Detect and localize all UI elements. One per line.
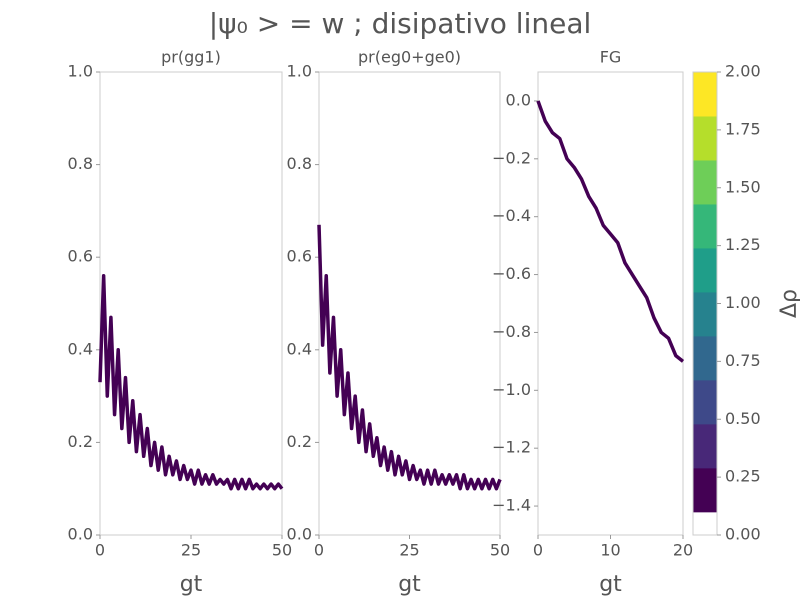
y-tick-label: 1.0: [287, 62, 312, 81]
colorbar-tick-label: 1.75: [725, 119, 761, 138]
x-tick-label: 20: [673, 541, 693, 560]
y-tick-label: 0.0: [68, 525, 93, 544]
colorbar-tick-label: 1.25: [725, 235, 761, 254]
x-tick-label: 0: [314, 541, 324, 560]
subplot-title: pr(gg1): [161, 48, 221, 67]
y-tick-label: −0.2: [492, 148, 531, 167]
x-axis-label: gt: [599, 572, 622, 597]
y-tick-label: −1.0: [492, 380, 531, 399]
colorbar-tick-label: 0.75: [725, 351, 761, 370]
subplot-title: FG: [600, 48, 622, 67]
y-tick-label: −0.8: [492, 322, 531, 341]
line-series: [317, 224, 502, 491]
colorbar-tick-label: 0.50: [725, 409, 761, 428]
color-band: [693, 247, 717, 293]
y-tick-label: 1.0: [68, 62, 93, 81]
colorbar-tick-label: 1.50: [725, 177, 761, 196]
x-tick-label: 25: [181, 541, 201, 560]
x-tick-label: 10: [600, 541, 620, 560]
y-tick-label: −0.6: [492, 264, 531, 283]
y-tick-label: 0.8: [287, 154, 312, 173]
color-band: [693, 159, 717, 205]
y-tick-label: 0.6: [68, 247, 93, 266]
figure-title: |ψ₀ > = w ; disipativo lineal: [209, 7, 592, 40]
colorbar-label: Δρ: [777, 289, 800, 318]
x-tick-label: 25: [399, 541, 419, 560]
colorbar-tick-label: 1.00: [725, 293, 761, 312]
x-axis-label: gt: [180, 572, 203, 597]
colorbar-tick-label: 2.00: [725, 62, 761, 81]
color-band: [693, 467, 717, 513]
y-tick-label: −1.2: [492, 438, 531, 457]
y-tick-label: 0.4: [68, 339, 93, 358]
y-tick-label: 0.0: [506, 90, 531, 109]
y-tick-label: 0.4: [287, 339, 312, 358]
x-axis-label: gt: [398, 572, 421, 597]
y-tick-label: 0.8: [68, 154, 93, 173]
y-tick-label: 0.6: [287, 247, 312, 266]
plot-frame: [99, 71, 283, 536]
x-tick-label: 50: [490, 541, 510, 560]
color-band: [693, 115, 717, 161]
y-tick-label: −0.4: [492, 206, 531, 225]
colorbar-tick-label: 0.00: [725, 525, 761, 544]
y-tick-label: −1.4: [492, 496, 531, 515]
y-tick-label: 0.0: [287, 525, 312, 544]
line-series: [536, 100, 685, 363]
subplot-title: pr(eg0+ge0): [358, 48, 461, 67]
color-band: [693, 72, 717, 117]
plot-frame: [318, 71, 501, 536]
color-band: [693, 291, 717, 337]
color-band: [693, 379, 717, 425]
x-tick-label: 0: [533, 541, 543, 560]
line-series: [98, 273, 284, 491]
x-tick-label: 0: [95, 541, 105, 560]
x-tick-label: 50: [272, 541, 292, 560]
color-band: [693, 203, 717, 249]
y-tick-label: 0.2: [68, 432, 93, 451]
y-tick-label: 0.2: [287, 432, 312, 451]
color-band: [693, 423, 717, 469]
color-band: [693, 335, 717, 381]
colorbar-tick-label: 0.25: [725, 467, 761, 486]
